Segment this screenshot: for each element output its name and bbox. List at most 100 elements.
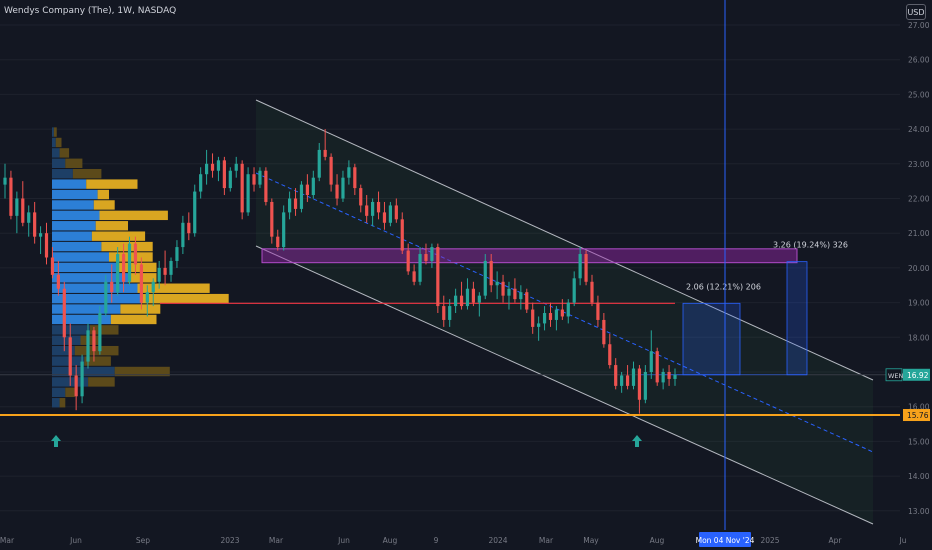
channel-upper-line[interactable] [255,99,874,381]
candle-body [157,267,161,282]
volume-profile-buy-bar [52,345,75,356]
candle-body [519,292,523,300]
candle-body [418,254,422,282]
candle-body [625,375,630,386]
volume-profile-buy-bar [52,325,90,335]
candle-body [495,281,499,286]
candle-body [572,278,576,303]
candle-body [15,198,19,216]
date-highlight-badge[interactable] [699,532,751,547]
volume-profile-sell-bar [65,158,83,169]
price-tick-label: 18.00 [908,333,930,342]
volume-profile-sell-bar [55,137,62,148]
volume-profile-buy-bar [52,335,81,345]
currency-button[interactable]: USD [906,4,926,20]
candle-body [27,212,31,223]
candle-body [554,309,559,320]
candle-body [471,288,476,303]
time-tick-label: Ju [899,536,907,545]
candle-body [9,177,13,216]
candle-body [193,191,197,234]
candle-body [110,281,114,293]
price-axis[interactable]: 27.00 26.00 25.00 24.00 23.00 22.00 21.00 20.00… [885,21,930,516]
target-boxes[interactable]: 2.06 (12.21%) 206 3.26 (19.24%) 326 [640,241,848,376]
target-label: 3.26 (19.24%) 326 [773,241,848,250]
supply-zone[interactable] [261,248,798,264]
volume-profile-sell-bar [120,304,161,314]
candle-body [501,281,505,296]
candle-body [204,163,209,175]
candle-body [376,201,381,213]
price-levels[interactable] [0,248,900,417]
markers [51,0,726,530]
candle-body [50,257,55,275]
volume-profile-buy-bar [52,169,73,179]
candle-body [127,243,132,282]
candle-body [116,254,120,293]
candle-body [667,372,671,379]
time-tick-label: 2024 [488,536,507,545]
target-box[interactable] [786,261,808,376]
candle-body [74,375,78,397]
candle-body [424,254,428,261]
channel-midline[interactable] [255,172,874,453]
candle-body [139,264,143,303]
support-price-badge[interactable] [903,409,930,422]
candle-body [210,163,215,171]
volume-profile-sell-bar [65,387,75,398]
candle-body [584,254,588,282]
volume-profile-buy-bar [52,231,92,241]
volume-profile-buy-bar [52,387,66,398]
volume-profile-buy-bar [52,314,111,325]
candle-body [163,267,167,275]
volume-profile-sell-bar [80,335,100,345]
candle-body [181,222,185,248]
volume-profile-buy-bar [52,221,96,231]
candle-body [44,233,49,258]
volume-profile-sell-bar [72,169,102,179]
volume-profile-sell-bar [84,356,111,366]
volume-profile-sell-bar [88,377,115,387]
volume-profile-sell-bar [101,241,153,252]
volume-profile-sell-bar [59,148,70,158]
candle-body [436,247,440,307]
time-tick-label: 2025 [760,536,779,545]
candle-body [365,205,369,216]
regression-channel[interactable] [255,99,874,525]
candle-body [560,309,564,317]
candle-body [353,167,357,189]
candle-body [655,351,659,383]
volume-profile-sell-bar [97,189,109,200]
candle-body [92,330,96,352]
volume-profile-buy-bar [52,283,138,293]
candle-body [240,163,244,213]
current-price-badge[interactable] [903,368,930,381]
candle-body [276,236,280,248]
candle-body [513,288,517,300]
symbol-badge[interactable] [885,368,903,382]
candle-body [104,281,108,314]
candle-body [566,302,570,317]
time-tick-label: 9 [434,536,439,545]
candle-body [382,212,387,223]
target-box[interactable] [682,302,741,376]
volume-profile-sell-bar [53,127,57,137]
volume-profile-sell-bar [137,283,210,293]
symbol-badge-text: WEN [888,372,904,380]
volume-profile-buy-bar [52,398,60,408]
time-axis[interactable]: Mar Jun Sep 2023 Mar Jun Aug 9 2024 Mar May Aug 2025… [0,532,907,547]
candle-body [228,170,232,189]
candle-body [293,198,298,209]
target-label: 2.06 (12.21%) 206 [686,282,761,291]
candle-body [80,361,84,397]
candle-body [288,198,292,213]
candle-body [649,351,653,372]
candle-body [199,174,203,192]
time-tick-label: Jun [69,536,82,545]
buy-arrow-1 [51,435,61,447]
candle-body [477,295,481,303]
channel-lower-line[interactable] [255,245,874,525]
volume-profile-buy-bar [52,241,102,252]
candle-body [258,170,262,185]
